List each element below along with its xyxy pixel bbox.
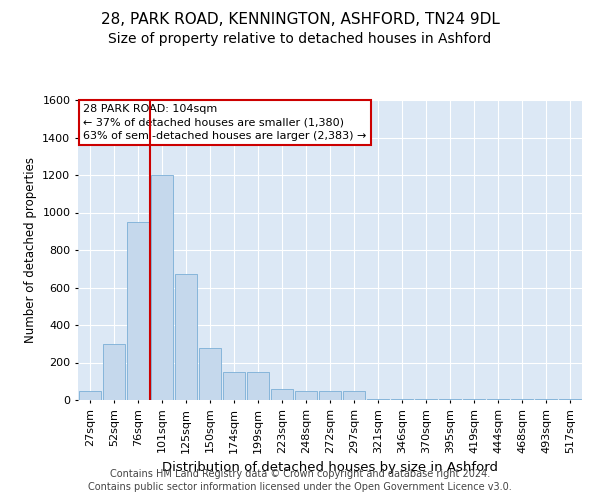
Bar: [463, 399, 485, 400]
Bar: [151, 175, 173, 400]
Bar: [223, 372, 245, 400]
Y-axis label: Number of detached properties: Number of detached properties: [23, 157, 37, 343]
Bar: [367, 399, 389, 400]
Bar: [103, 344, 125, 400]
Bar: [535, 399, 557, 400]
Bar: [247, 372, 269, 400]
Bar: [391, 399, 413, 400]
Text: 28, PARK ROAD, KENNINGTON, ASHFORD, TN24 9DL: 28, PARK ROAD, KENNINGTON, ASHFORD, TN24…: [101, 12, 499, 28]
Bar: [415, 399, 437, 400]
Bar: [271, 389, 293, 400]
Bar: [319, 390, 341, 400]
Bar: [511, 399, 533, 400]
Bar: [343, 390, 365, 400]
Bar: [439, 399, 461, 400]
Bar: [175, 274, 197, 400]
Bar: [199, 348, 221, 400]
Bar: [295, 390, 317, 400]
Bar: [487, 399, 509, 400]
Bar: [559, 399, 581, 400]
X-axis label: Distribution of detached houses by size in Ashford: Distribution of detached houses by size …: [162, 461, 498, 474]
Bar: [127, 222, 149, 400]
Bar: [79, 390, 101, 400]
Text: Contains HM Land Registry data © Crown copyright and database right 2024.
Contai: Contains HM Land Registry data © Crown c…: [88, 470, 512, 492]
Text: Size of property relative to detached houses in Ashford: Size of property relative to detached ho…: [109, 32, 491, 46]
Text: 28 PARK ROAD: 104sqm
← 37% of detached houses are smaller (1,380)
63% of semi-de: 28 PARK ROAD: 104sqm ← 37% of detached h…: [83, 104, 367, 141]
